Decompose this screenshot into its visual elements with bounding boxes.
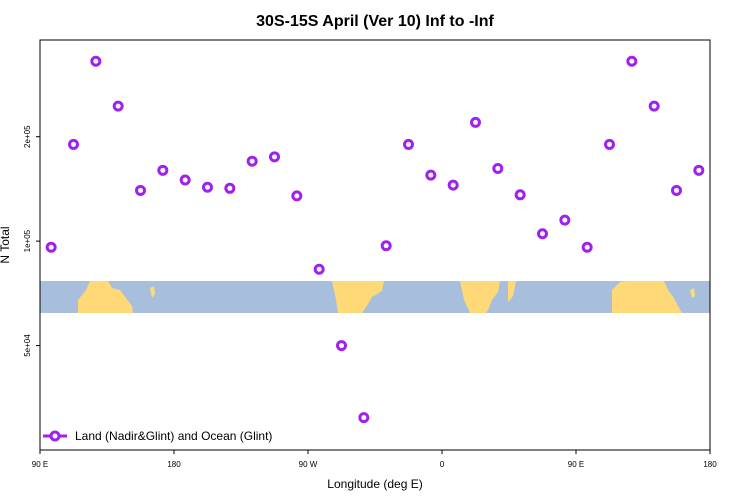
data-point: [135, 184, 146, 196]
data-point: [447, 179, 459, 191]
data-point: [581, 241, 593, 253]
data-point: [313, 263, 325, 275]
land-africa: [78, 281, 133, 313]
legend-label: Land (Nadir&Glint) and Ocean (Glint): [75, 429, 272, 443]
data-point: [537, 228, 548, 240]
data-point: [514, 189, 526, 201]
data-point: [693, 164, 705, 176]
data-point: [224, 182, 236, 194]
map-strip: [40, 281, 710, 313]
data-point: [202, 181, 213, 193]
series-layer: [45, 55, 705, 424]
data-point: [269, 151, 280, 163]
data-point: [157, 164, 169, 176]
x-tick-label: 90 E: [568, 460, 584, 469]
plot-frame: [39, 39, 711, 451]
land-australia-east: [508, 281, 516, 302]
data-point: [358, 412, 370, 424]
x-tick-label: 0: [440, 460, 445, 469]
data-point: [90, 55, 102, 67]
y-tick-label: 1e+05: [23, 229, 32, 252]
data-point: [671, 184, 682, 196]
data-point: [648, 100, 660, 112]
data-point: [112, 100, 124, 112]
x-axis-label: Longitude (deg E): [327, 477, 422, 491]
land-africa-repeat: [612, 281, 682, 313]
data-point: [626, 55, 638, 67]
data-point: [604, 138, 615, 150]
data-point: [336, 340, 347, 352]
land-south-america: [332, 281, 384, 313]
x-tick-label: 180: [703, 460, 717, 469]
legend-marker: [49, 430, 61, 442]
data-point: [179, 174, 191, 186]
data-point: [403, 138, 414, 150]
data-point: [380, 240, 392, 252]
land-australia: [460, 281, 500, 313]
data-point: [425, 169, 437, 181]
data-point: [68, 138, 79, 150]
land-island: [690, 288, 695, 298]
y-tick-label: 5e+04: [23, 334, 32, 357]
data-point: [45, 241, 57, 253]
data-point: [291, 190, 303, 202]
land-madagascar: [150, 286, 155, 298]
chart-title: 30S-15S April (Ver 10) Inf to -Inf: [256, 13, 494, 30]
y-axis: 5e+04 1e+05 2e+05: [23, 125, 40, 357]
data-point: [559, 214, 571, 226]
x-tick-label: 90 W: [299, 460, 318, 469]
data-point: [246, 155, 258, 167]
x-tick-label: 90 E: [32, 460, 48, 469]
data-point: [470, 116, 481, 128]
x-axis: 90 E 180 90 W 0 90 E 180: [32, 450, 717, 469]
legend: Land (Nadir&Glint) and Ocean (Glint): [43, 429, 272, 443]
x-tick-label: 180: [167, 460, 181, 469]
y-tick-label: 2e+05: [23, 125, 32, 148]
y-axis-label: N Total: [0, 226, 12, 263]
data-point: [492, 162, 504, 174]
